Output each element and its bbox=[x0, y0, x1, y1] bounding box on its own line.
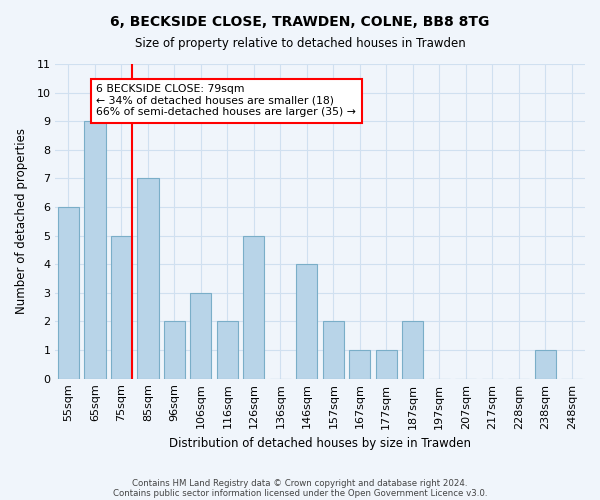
Bar bbox=[243, 236, 265, 378]
Bar bbox=[190, 293, 211, 378]
Text: 6 BECKSIDE CLOSE: 79sqm
← 34% of detached houses are smaller (18)
66% of semi-de: 6 BECKSIDE CLOSE: 79sqm ← 34% of detache… bbox=[96, 84, 356, 117]
Bar bbox=[85, 121, 106, 378]
Text: Size of property relative to detached houses in Trawden: Size of property relative to detached ho… bbox=[134, 38, 466, 51]
Bar bbox=[349, 350, 370, 378]
Y-axis label: Number of detached properties: Number of detached properties bbox=[15, 128, 28, 314]
Bar bbox=[376, 350, 397, 378]
Text: Contains public sector information licensed under the Open Government Licence v3: Contains public sector information licen… bbox=[113, 488, 487, 498]
Bar bbox=[58, 207, 79, 378]
Bar bbox=[137, 178, 158, 378]
Bar bbox=[164, 322, 185, 378]
X-axis label: Distribution of detached houses by size in Trawden: Distribution of detached houses by size … bbox=[169, 437, 471, 450]
Bar bbox=[111, 236, 132, 378]
Bar bbox=[217, 322, 238, 378]
Bar bbox=[535, 350, 556, 378]
Text: Contains HM Land Registry data © Crown copyright and database right 2024.: Contains HM Land Registry data © Crown c… bbox=[132, 478, 468, 488]
Text: 6, BECKSIDE CLOSE, TRAWDEN, COLNE, BB8 8TG: 6, BECKSIDE CLOSE, TRAWDEN, COLNE, BB8 8… bbox=[110, 15, 490, 29]
Bar bbox=[323, 322, 344, 378]
Bar bbox=[402, 322, 424, 378]
Bar bbox=[296, 264, 317, 378]
